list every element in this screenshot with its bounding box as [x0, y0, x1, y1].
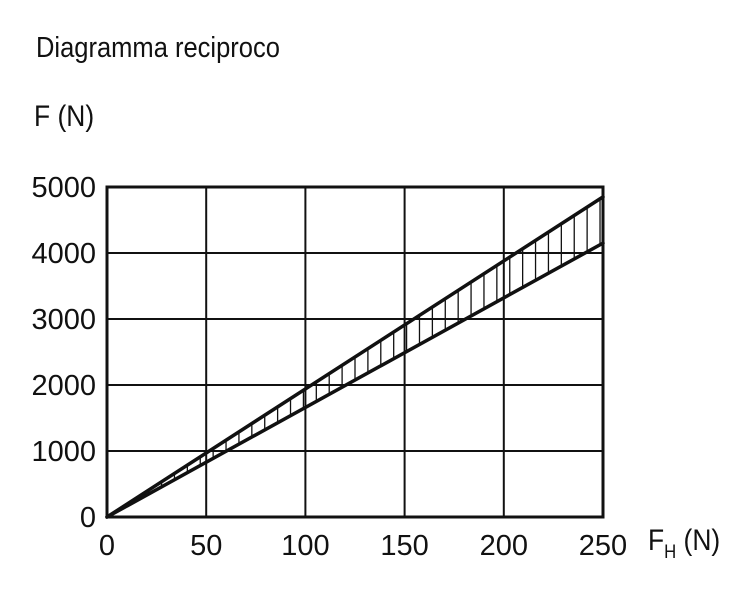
- x-tick-label: 0: [99, 530, 115, 562]
- x-axis-label-main: F: [648, 524, 665, 557]
- chart-title: Diagramma reciproco: [36, 32, 280, 64]
- y-axis-label: F (N): [34, 100, 95, 133]
- x-tick-label: 250: [579, 530, 627, 562]
- y-tick-label: 2000: [31, 370, 96, 402]
- x-tick-label: 150: [380, 530, 428, 562]
- y-tick-label: 4000: [31, 238, 96, 270]
- plot-frame: [105, 185, 605, 519]
- x-axis-label-unit: (N): [676, 524, 721, 557]
- y-tick-label: 3000: [31, 304, 96, 336]
- x-tick-label: 100: [281, 530, 329, 562]
- x-tick-label: 50: [190, 530, 222, 562]
- x-axis-label: FH (N): [648, 524, 720, 564]
- y-tick-label: 5000: [31, 172, 96, 204]
- series-line-lower: [105, 241, 605, 519]
- y-tick-label: 0: [80, 502, 96, 534]
- series-line-upper: [105, 195, 605, 519]
- y-tick-label: 1000: [31, 436, 96, 468]
- x-tick-label: 200: [480, 530, 528, 562]
- x-axis-label-sub: H: [664, 542, 677, 563]
